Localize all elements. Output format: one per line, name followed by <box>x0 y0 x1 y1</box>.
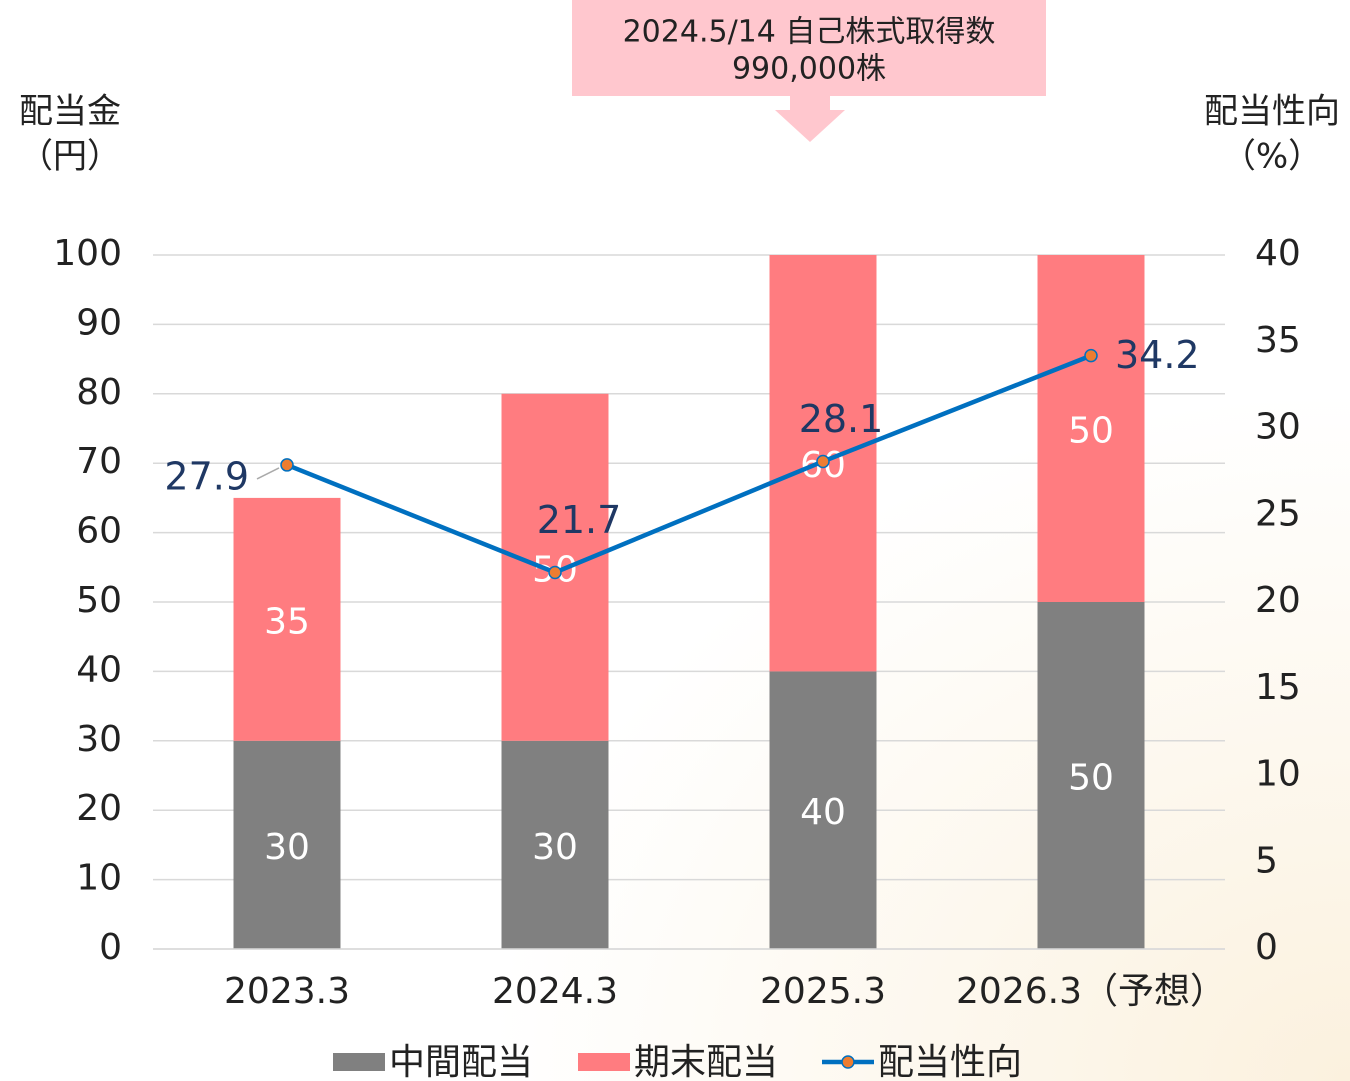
y-tick-label: 0 <box>99 927 122 968</box>
y-tick-label: 70 <box>76 441 122 482</box>
x-tick-label: 2026.3（予想） <box>956 971 1226 1012</box>
y-tick-label: 30 <box>76 719 122 760</box>
bar <box>769 671 877 949</box>
annotation-box <box>572 0 1046 96</box>
line <box>286 353 1092 575</box>
legend-label: 期末配当 <box>634 1042 778 1081</box>
annotation: 2024.5/14 自己株式取得数 <box>623 15 996 50</box>
legend-label: 中間配当 <box>389 1042 533 1081</box>
data-label: 34.2 <box>1115 333 1200 377</box>
bar <box>233 740 341 949</box>
y-tick-label: 40 <box>76 649 122 690</box>
y-tick-label: 20 <box>76 788 122 829</box>
x-tick-label: 2025.3 <box>760 971 886 1012</box>
data-label: 50 <box>1068 411 1114 452</box>
marker <box>816 454 830 469</box>
y-tick-label: 90 <box>76 302 122 343</box>
data-label: 21.7 <box>537 498 622 542</box>
y2-tick-label: 40 <box>1255 233 1301 274</box>
y2-tick-label: 30 <box>1255 407 1301 448</box>
y2-tick-label: 15 <box>1255 667 1301 708</box>
y-tick-label: 100 <box>53 233 122 274</box>
y2-axis-label: 配当性向 <box>1204 92 1340 132</box>
legend-swatch <box>578 1053 630 1071</box>
y2-tick-label: 10 <box>1255 754 1301 795</box>
data-label: 27.9 <box>164 454 249 498</box>
annotation: 990,000株 <box>732 52 886 87</box>
legend-swatch <box>333 1053 385 1071</box>
x-tick-label: 2023.3 <box>224 971 350 1012</box>
bar <box>233 497 341 741</box>
y2-tick-label: 5 <box>1255 840 1278 881</box>
marker <box>280 458 294 472</box>
y2-axis-label: （%） <box>1222 137 1322 177</box>
y-tick-label: 10 <box>76 858 122 899</box>
data-label: 28.1 <box>799 397 884 441</box>
annotation-arrow <box>775 96 845 142</box>
leader-line <box>256 467 280 480</box>
y-axis-label: （円） <box>19 137 121 177</box>
data-label: 50 <box>1068 758 1114 799</box>
data-label: 35 <box>264 601 310 642</box>
y-tick-label: 50 <box>76 580 122 621</box>
marker <box>548 565 562 580</box>
y-tick-label: 60 <box>76 511 122 552</box>
legend-swatch <box>841 1055 855 1069</box>
y2-tick-label: 25 <box>1255 493 1301 534</box>
legend-label: 配当性向 <box>878 1042 1022 1081</box>
bar <box>1037 602 1145 949</box>
x-tick-label: 2024.3 <box>492 971 618 1012</box>
y2-tick-label: 0 <box>1255 927 1278 968</box>
bar <box>1037 255 1145 602</box>
data-label: 30 <box>264 827 310 868</box>
marker <box>1084 348 1098 363</box>
y-tick-label: 80 <box>76 372 122 413</box>
y-axis-label: 配当金 <box>19 92 121 132</box>
y2-tick-label: 20 <box>1255 580 1301 621</box>
data-label: 40 <box>800 792 846 833</box>
y2-tick-label: 35 <box>1255 320 1301 361</box>
bar <box>501 740 609 949</box>
data-label: 30 <box>532 827 578 868</box>
